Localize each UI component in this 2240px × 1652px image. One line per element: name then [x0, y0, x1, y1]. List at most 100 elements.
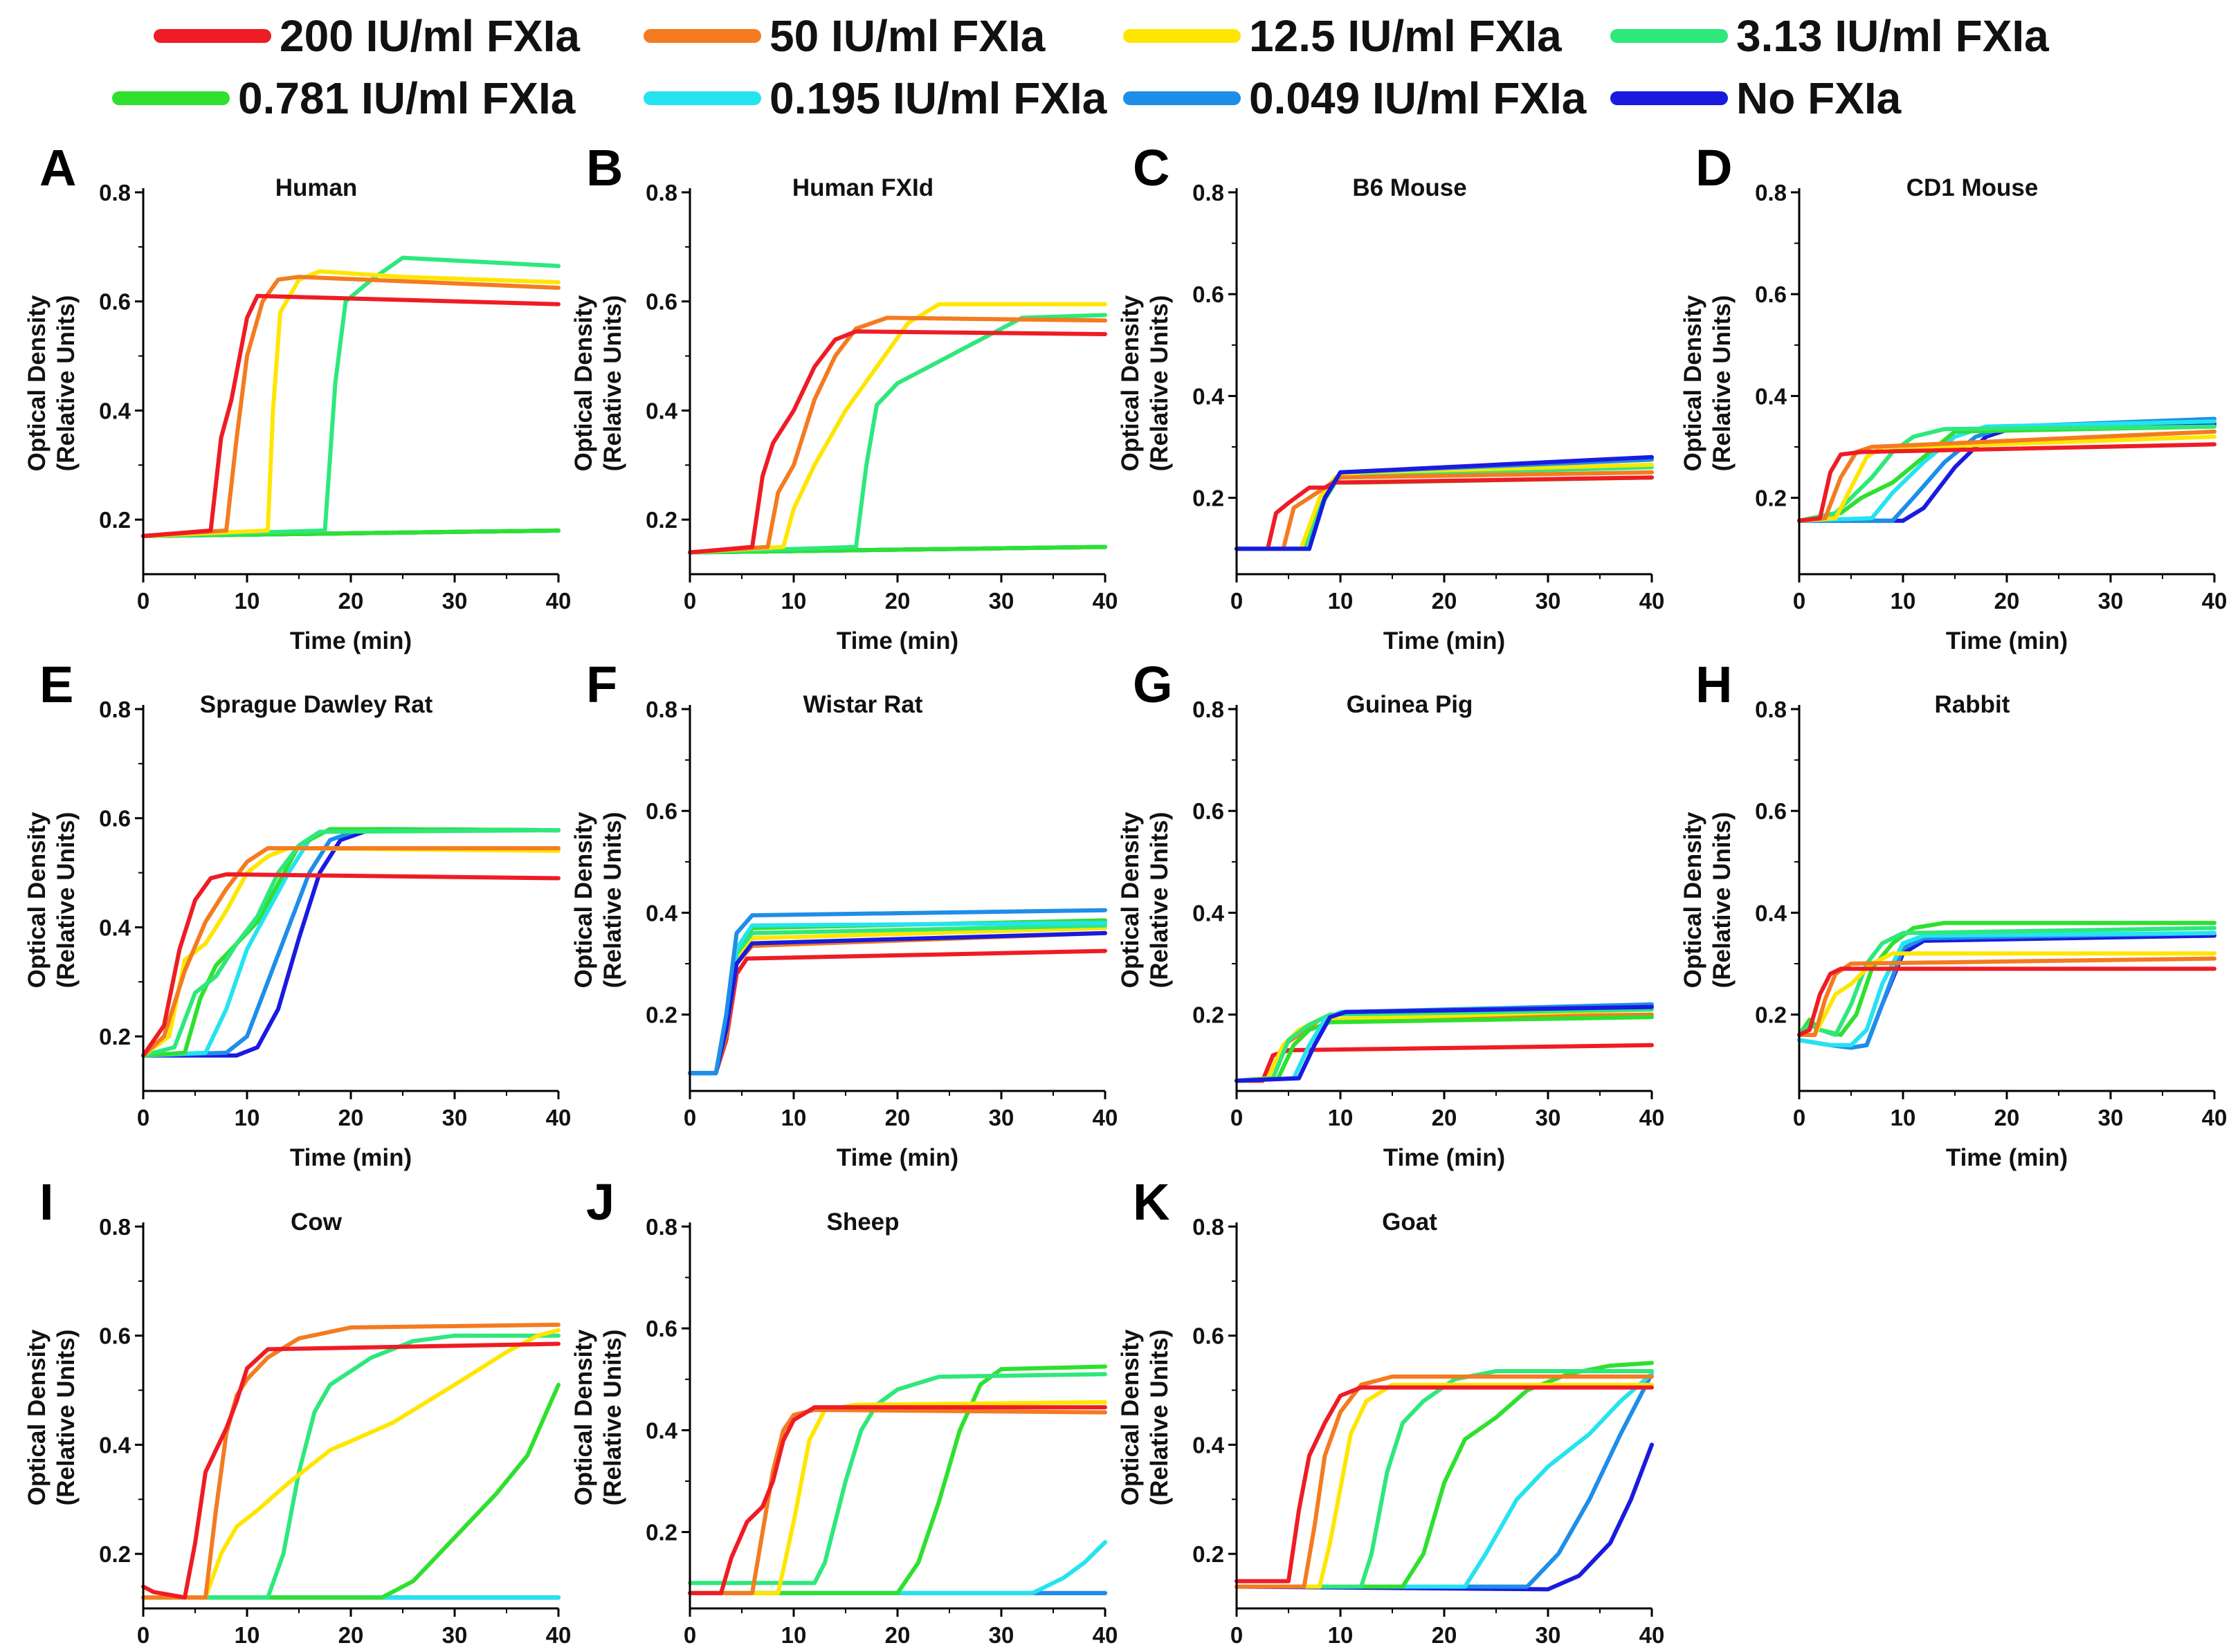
- x-tick-label: 30: [442, 1622, 468, 1648]
- series-line: [1797, 419, 2216, 523]
- panel-f: F Wistar Rat 0.2 0.4 0.6 0.8 0 10 20 30 40 Time (mi…: [570, 656, 1118, 1171]
- y-axis-label: Optical Density: [1117, 811, 1144, 988]
- x-tick-label: 0: [684, 588, 696, 614]
- x-tick-label: 40: [546, 588, 572, 614]
- y-tick-label: 0.4: [1192, 383, 1225, 409]
- series-line: [1235, 1369, 1654, 1589]
- panel-title: B6 Mouse: [1352, 174, 1466, 201]
- x-axis-label: Time (min): [837, 627, 958, 654]
- series-line: [1797, 956, 2216, 1037]
- y-tick-label: 0.4: [1755, 383, 1787, 409]
- panel-letter: E: [39, 656, 73, 713]
- panel-letter: I: [39, 1173, 54, 1231]
- series-line: [1235, 1442, 1654, 1592]
- x-axis-label: Time (min): [1383, 1144, 1505, 1171]
- legend-label: No FXIa: [1736, 73, 1902, 123]
- series-line: [141, 828, 561, 1058]
- x-tick-label: 0: [684, 1622, 696, 1648]
- x-tick-label: 20: [338, 1622, 364, 1648]
- y-tick-label: 0.8: [646, 180, 677, 205]
- series-line: [141, 846, 561, 1058]
- y-tick-label: 0.4: [1192, 1432, 1225, 1458]
- y-tick-label: 0.6: [1192, 798, 1224, 824]
- y-tick-label: 0.2: [646, 507, 677, 533]
- series-line: [688, 329, 1107, 555]
- x-tick-label: 10: [235, 1105, 260, 1130]
- x-tick-label: 10: [781, 1105, 807, 1130]
- x-tick-label: 40: [1093, 588, 1118, 614]
- series-line: [141, 872, 561, 1058]
- legend-item: No FXIa: [1610, 73, 1902, 123]
- y-tick-label: 0.6: [99, 1323, 131, 1349]
- series-line: [1797, 442, 2216, 523]
- y-tick-label: 0.6: [646, 289, 677, 315]
- x-tick-label: 0: [137, 1622, 149, 1648]
- legend-label: 0.049 IU/ml FXIa: [1249, 73, 1587, 123]
- x-tick-label: 20: [885, 1622, 911, 1648]
- y-tick-label: 0.8: [646, 1214, 677, 1240]
- y-tick-label: 0.6: [1192, 282, 1224, 307]
- series-group: [688, 1364, 1107, 1595]
- y-tick-label: 0.8: [99, 697, 131, 722]
- y-tick-label: 0.2: [646, 1520, 677, 1545]
- panel-title: Human FXId: [792, 174, 934, 201]
- x-axis-label: Time (min): [1946, 1144, 2068, 1171]
- x-tick-label: 20: [338, 1105, 364, 1130]
- panel-g: G Guinea Pig 0.2 0.4 0.6 0.8 0 10 20 30 40 Time (mi…: [1117, 656, 1664, 1171]
- y-axis-label: (Relative Units): [1709, 812, 1736, 989]
- y-tick-label: 0.4: [99, 1432, 131, 1458]
- series-line: [141, 1333, 561, 1600]
- x-tick-label: 0: [684, 1105, 696, 1130]
- series-line: [688, 1540, 1107, 1595]
- y-tick-label: 0.4: [646, 900, 678, 926]
- y-tick-label: 0.6: [99, 289, 131, 315]
- legend-label: 0.195 IU/ml FXIa: [770, 73, 1107, 123]
- panel-title: Wistar Rat: [803, 691, 923, 718]
- x-tick-label: 40: [1639, 1622, 1665, 1648]
- x-tick-label: 0: [1230, 588, 1243, 614]
- x-tick-label: 30: [2098, 588, 2124, 614]
- y-tick-label: 0.4: [1192, 900, 1225, 926]
- x-axis-label: Time (min): [837, 1144, 958, 1171]
- x-tick-label: 20: [885, 588, 911, 614]
- y-tick-label: 0.6: [646, 1316, 677, 1341]
- y-tick-label: 0.2: [1755, 486, 1787, 511]
- panel-d: D CD1 Mouse 0.2 0.4 0.6 0.8 0 10 20 30 40 Time (min…: [1679, 139, 2227, 654]
- legend-item: 50 IU/ml FXIa: [644, 11, 1046, 61]
- x-axis-label: Time (min): [1383, 627, 1505, 654]
- x-tick-label: 0: [1230, 1622, 1243, 1648]
- y-tick-label: 0.2: [99, 507, 131, 533]
- series-line: [1235, 1371, 1654, 1589]
- y-tick-label: 0.6: [1192, 1323, 1224, 1349]
- x-tick-label: 40: [546, 1105, 572, 1130]
- legend-item: 0.049 IU/ml FXIa: [1123, 73, 1587, 123]
- x-tick-label: 10: [1328, 1622, 1354, 1648]
- y-axis-label: (Relative Units): [599, 812, 626, 989]
- panel-title: Sprague Dawley Rat: [200, 691, 433, 718]
- panel-letter: B: [586, 139, 623, 196]
- x-tick-label: 40: [2202, 1105, 2228, 1130]
- y-tick-label: 0.2: [1755, 1002, 1787, 1028]
- x-tick-label: 20: [1994, 1105, 2020, 1130]
- x-axis-label: Time (min): [290, 1144, 412, 1171]
- x-tick-label: 10: [1891, 588, 1916, 614]
- y-axis-label: Optical Density: [1117, 295, 1144, 471]
- series-line: [688, 1364, 1107, 1595]
- series-line: [141, 846, 561, 1058]
- legend-label: 12.5 IU/ml FXIa: [1249, 11, 1562, 61]
- series-group: [1797, 921, 2216, 1050]
- panel-h: H Rabbit 0.2 0.4 0.6 0.8 0 10 20 30 40 Time (min) Op…: [1679, 656, 2227, 1171]
- x-tick-label: 40: [1093, 1105, 1118, 1130]
- x-tick-label: 30: [989, 1622, 1014, 1648]
- y-tick-label: 0.8: [1755, 697, 1787, 722]
- x-axis-label: Time (min): [1946, 627, 2068, 654]
- x-tick-label: 10: [235, 1622, 260, 1648]
- series-line: [141, 255, 561, 538]
- y-tick-label: 0.8: [646, 697, 677, 722]
- series-group: [1797, 416, 2216, 523]
- y-tick-label: 0.2: [1192, 1002, 1224, 1028]
- y-axis-label: (Relative Units): [1146, 1330, 1173, 1506]
- x-tick-label: 0: [1793, 588, 1805, 614]
